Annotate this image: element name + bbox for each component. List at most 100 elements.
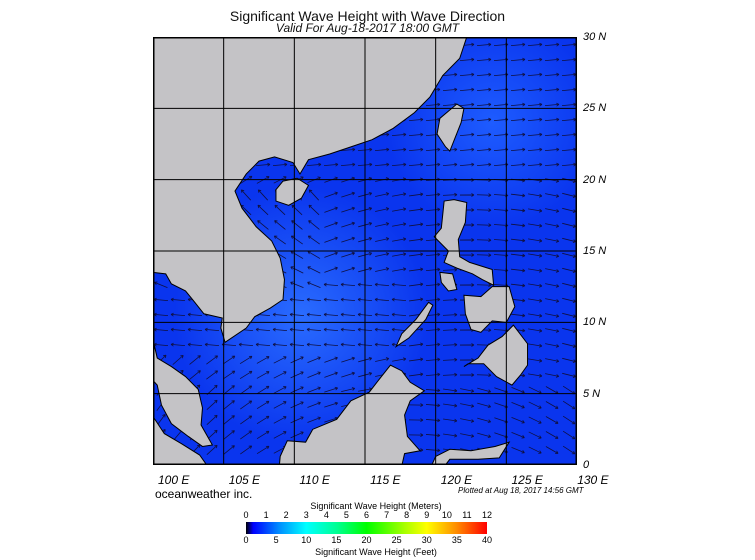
wave-arrow: [206, 355, 218, 365]
wave-arrow: [206, 384, 218, 396]
wave-arrow: [222, 355, 236, 365]
wave-arrow: [409, 297, 424, 302]
wave-arrow: [477, 402, 492, 409]
wave-arrow: [392, 207, 407, 212]
wave-arrow: [324, 401, 338, 408]
colorbar: [246, 522, 487, 534]
wave-arrow: [476, 253, 492, 258]
wave-arrow: [562, 207, 577, 213]
wave-arrow: [425, 207, 441, 212]
colorbar-feet-label: Significant Wave Height (Feet): [315, 547, 437, 557]
wave-arrow: [443, 433, 458, 438]
wave-arrow: [442, 372, 458, 377]
wave-arrow: [187, 327, 203, 332]
wave-arrow: [527, 132, 543, 137]
wave-arrow: [459, 72, 475, 77]
feet-tick: 20: [361, 535, 372, 545]
wave-arrow: [289, 342, 305, 347]
wave-arrow: [562, 297, 577, 303]
wave-arrow: [425, 418, 441, 423]
wave-arrow: [544, 87, 560, 92]
wave-arrow: [375, 222, 390, 227]
wave-arrow: [240, 430, 253, 440]
lon-label: 130 E: [577, 473, 609, 487]
wave-arrow: [510, 87, 526, 92]
wave-arrow: [510, 102, 526, 107]
wave-arrow: [562, 252, 577, 258]
wave-arrow: [340, 327, 356, 332]
wave-arrow: [324, 221, 338, 228]
wave-arrow: [290, 356, 304, 364]
wave-arrow: [425, 342, 441, 347]
wave-arrow: [562, 312, 577, 318]
wave-arrow: [528, 446, 542, 454]
lon-label: 115 E: [370, 473, 401, 487]
wave-arrow: [528, 208, 543, 213]
wave-arrow: [223, 415, 235, 425]
lat-label: 15 N: [583, 244, 607, 257]
wave-arrow: [545, 253, 560, 258]
wave-arrow: [460, 433, 475, 438]
wave-arrow: [527, 42, 543, 47]
wave-arrow: [527, 57, 543, 62]
wave-arrow: [223, 385, 235, 395]
wave-arrow: [340, 282, 356, 287]
wave-arrow: [255, 342, 271, 347]
feet-tick: 10: [301, 535, 312, 545]
feet-tick: 25: [391, 535, 402, 545]
plotted-time: Plotted at Aug 18, 2017 14:56 GMT: [458, 486, 584, 495]
wave-arrow: [425, 327, 441, 332]
wave-arrow: [257, 220, 269, 230]
wave-arrow: [459, 117, 475, 122]
land-mainland: [153, 37, 468, 447]
wave-arrow: [307, 371, 321, 379]
lon-label: 105 E: [228, 473, 261, 487]
wave-arrow: [308, 204, 320, 216]
meters-tick: 2: [283, 510, 289, 520]
land-sumatra: [153, 415, 208, 465]
lon-label: 110 E: [299, 473, 330, 487]
wave-arrow: [306, 342, 322, 347]
wave-arrow: [442, 357, 458, 362]
wave-arrow: [206, 414, 218, 426]
wave-arrow: [425, 267, 441, 272]
wave-arrow: [170, 342, 186, 347]
wave-arrow: [476, 193, 492, 198]
wave-arrow: [562, 327, 577, 333]
wave-arrow: [307, 386, 321, 393]
wave-arrow: [545, 268, 560, 273]
wave-arrow: [341, 371, 355, 378]
wave-arrow: [307, 235, 320, 245]
land-luzon: [433, 199, 495, 287]
wave-arrow: [476, 283, 492, 288]
wave-arrow: [528, 268, 543, 273]
wave-arrow: [459, 57, 475, 62]
wave-arrow: [562, 400, 576, 410]
wave-arrow: [391, 312, 407, 317]
wave-arrow: [409, 372, 424, 377]
wave-arrow: [442, 192, 458, 197]
brand-label: oceanweather inc.: [155, 487, 253, 501]
wave-arrow: [545, 238, 560, 243]
meters-tick: 8: [404, 510, 410, 520]
wave-arrow: [562, 342, 577, 348]
wave-arrow: [324, 356, 338, 363]
wave-arrow: [392, 252, 407, 257]
wave-arrow: [425, 357, 441, 362]
land: [153, 37, 529, 465]
wave-arrow: [562, 192, 577, 198]
wave-arrow: [511, 386, 525, 394]
meters-tick: 0: [243, 510, 249, 520]
wave-arrow: [290, 266, 304, 274]
wave-arrow: [323, 297, 339, 302]
wave-arrow: [391, 297, 407, 302]
wave-arrow: [442, 342, 458, 347]
wave-arrow: [510, 147, 526, 152]
wave-arrow: [527, 117, 543, 122]
wave-arrow: [273, 401, 287, 409]
wave-arrow: [189, 370, 201, 380]
wave-arrow: [511, 401, 525, 409]
wave-arrow: [460, 403, 475, 408]
wave-arrow: [290, 281, 304, 289]
wave-arrow: [425, 448, 441, 453]
